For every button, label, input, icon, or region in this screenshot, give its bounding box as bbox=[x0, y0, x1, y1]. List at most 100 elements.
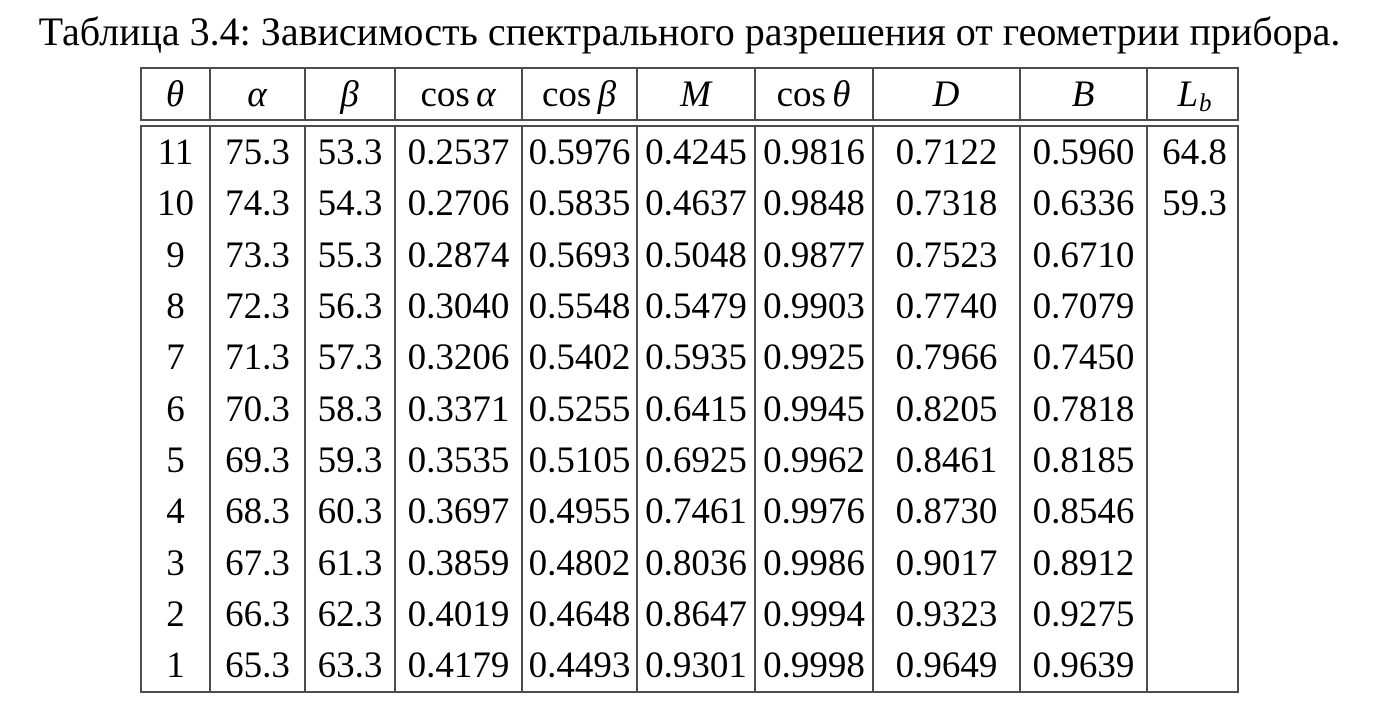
table-cell: 0.8647 bbox=[638, 588, 756, 640]
table-caption: Таблица 3.4: Зависимость спектрального р… bbox=[38, 9, 1341, 54]
table-cell: 0.9986 bbox=[756, 537, 874, 589]
table-cell: 0.3859 bbox=[396, 537, 523, 589]
table-cell: 0.9017 bbox=[874, 537, 1021, 589]
table-cell: 2 bbox=[142, 588, 211, 640]
header-subscript: b bbox=[1199, 89, 1212, 117]
table-cell: 73.3 bbox=[211, 229, 306, 281]
table-cell: 0.7079 bbox=[1021, 280, 1148, 333]
column-header-b: B bbox=[1021, 69, 1148, 119]
table-cell: 6 bbox=[142, 383, 211, 435]
table-cell: 1 bbox=[142, 639, 211, 692]
table-cell: 9 bbox=[142, 229, 211, 281]
table-cell: 0.8036 bbox=[638, 537, 756, 589]
table-cell: 59.3 bbox=[1162, 183, 1227, 225]
table-cell: 53.3 bbox=[306, 127, 396, 179]
header-symbol: β bbox=[340, 73, 359, 115]
table-cell: 69.3 bbox=[211, 434, 306, 487]
table-cell: 61.3 bbox=[306, 537, 396, 589]
table-cell: 75.3 bbox=[211, 127, 306, 179]
table-cell: 0.9275 bbox=[1021, 588, 1148, 640]
table-header-row: θ α β cos α cos β M cos θ D bbox=[140, 67, 1239, 121]
table-cell: 0.4179 bbox=[396, 639, 523, 692]
header-symbol: L bbox=[1177, 73, 1199, 115]
table-cell: 10 bbox=[142, 178, 211, 230]
table-cell: 0.9649 bbox=[874, 639, 1021, 692]
table-cell bbox=[1148, 281, 1241, 332]
table-cell: 0.5960 bbox=[1021, 127, 1148, 179]
table-cell: 0.9976 bbox=[756, 486, 874, 538]
table-cell: 0.9998 bbox=[756, 639, 874, 692]
header-function: cos bbox=[776, 73, 826, 115]
table-cell: 0.9323 bbox=[874, 588, 1021, 640]
table-cell: 0.6710 bbox=[1021, 229, 1148, 281]
table-cell: 8 bbox=[142, 280, 211, 333]
table-cell bbox=[1148, 640, 1241, 691]
table-cell: 0.5479 bbox=[638, 280, 756, 333]
table-cell: 55.3 bbox=[306, 229, 396, 281]
table-cell: 0.9816 bbox=[756, 127, 874, 179]
table-cell: 0.5255 bbox=[523, 383, 638, 435]
table-cell: 11 bbox=[142, 127, 211, 179]
table-cell: 56.3 bbox=[306, 280, 396, 333]
table-cell: 0.4955 bbox=[523, 486, 638, 538]
table-cell: 0.6415 bbox=[638, 383, 756, 435]
table-cell: 0.7966 bbox=[874, 332, 1021, 384]
table-cell: 0.4019 bbox=[396, 588, 523, 640]
table-cell: 66.3 bbox=[211, 588, 306, 640]
header-symbol: α bbox=[476, 73, 496, 115]
table-cell: 0.5835 bbox=[523, 178, 638, 230]
table-cell: 0.6925 bbox=[638, 434, 756, 487]
table-body: 11 75.3 53.3 0.2537 0.5976 0.4245 0.9816 0.7122… bbox=[140, 125, 1241, 694]
table-cell: 70.3 bbox=[211, 383, 306, 435]
header-symbol: θ bbox=[165, 73, 185, 115]
table-cell: 0.7318 bbox=[874, 178, 1021, 230]
table-cell: 0.2706 bbox=[396, 178, 523, 230]
table-cell bbox=[1148, 589, 1241, 640]
table-cell: 0.5548 bbox=[523, 280, 638, 333]
column-header-m: M bbox=[638, 69, 756, 119]
table-cell: 0.5976 bbox=[523, 127, 638, 179]
table-cell: 0.7450 bbox=[1021, 332, 1148, 384]
table-cell: 0.8546 bbox=[1021, 486, 1148, 538]
table-cell: 7 bbox=[142, 332, 211, 384]
table-cell: 0.9994 bbox=[756, 588, 874, 640]
table-cell: 0.7461 bbox=[638, 486, 756, 538]
table-cell bbox=[1148, 486, 1241, 537]
table-cell: 0.9962 bbox=[756, 434, 874, 487]
table-cell: 0.5105 bbox=[523, 434, 638, 487]
table-cell: 0.5402 bbox=[523, 332, 638, 384]
header-symbol: α bbox=[247, 73, 267, 115]
table-cell bbox=[1148, 383, 1241, 434]
column-header-cos-alpha: cos α bbox=[396, 69, 523, 119]
table-cell: 63.3 bbox=[306, 639, 396, 692]
table-cell: 5 bbox=[142, 434, 211, 487]
table-cell: 0.4245 bbox=[638, 127, 756, 179]
column-header-d: D bbox=[874, 69, 1021, 119]
table-cell: 64.8 bbox=[1162, 132, 1227, 174]
table-cell: 60.3 bbox=[306, 486, 396, 538]
table-cell: 0.3535 bbox=[396, 434, 523, 487]
table-cell: 0.9301 bbox=[638, 639, 756, 692]
table-cell: 0.3040 bbox=[396, 280, 523, 333]
data-table: θ α β cos α cos β M cos θ D bbox=[140, 67, 1241, 694]
table-cell: 57.3 bbox=[306, 332, 396, 384]
table-cell: 0.9877 bbox=[756, 229, 874, 281]
table-cell: 0.7523 bbox=[874, 229, 1021, 281]
table-cell: 0.5935 bbox=[638, 332, 756, 384]
table-cell: 0.6336 bbox=[1021, 178, 1148, 230]
header-symbol: M bbox=[680, 73, 711, 115]
table-cell: 0.4493 bbox=[523, 639, 638, 692]
table-cell bbox=[1148, 537, 1241, 588]
table-cell: 0.8185 bbox=[1021, 434, 1148, 487]
table-cell: 62.3 bbox=[306, 588, 396, 640]
table-cell: 0.9639 bbox=[1021, 639, 1148, 692]
table-cell: 68.3 bbox=[211, 486, 306, 538]
header-symbol: D bbox=[932, 73, 960, 115]
header-symbol: θ bbox=[832, 73, 851, 115]
table-cell: 0.9848 bbox=[756, 178, 874, 230]
table-cell: 0.7122 bbox=[874, 127, 1021, 179]
header-function: cos bbox=[541, 73, 592, 115]
header-function: cos bbox=[420, 73, 470, 115]
table-cell: 71.3 bbox=[211, 332, 306, 384]
